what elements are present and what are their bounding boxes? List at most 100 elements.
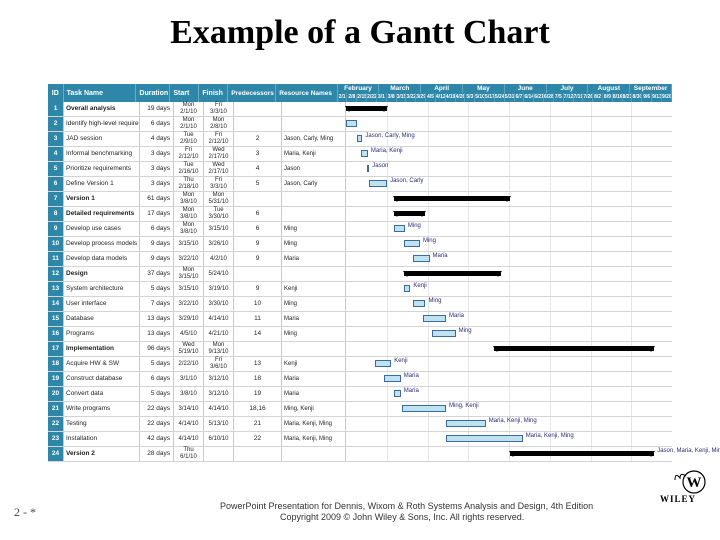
table-row: 4Informal benchmarking3 daysFri2/12/10We… xyxy=(48,147,672,162)
col-dur: Duration xyxy=(136,84,170,102)
row-id: 12 xyxy=(48,267,64,281)
row-duration: 17 days xyxy=(140,207,174,221)
week-label: 9/20 xyxy=(662,93,672,102)
task-bar xyxy=(402,405,446,412)
month-label: May xyxy=(463,84,505,93)
row-id: 19 xyxy=(48,372,64,386)
row-finish: 4/21/10 xyxy=(204,327,234,341)
table-row: 8Detailed requirements17 daysMon3/8/10Tu… xyxy=(48,207,672,222)
row-task: Acquire HW & SW xyxy=(64,357,140,371)
row-duration: 7 days xyxy=(140,297,174,311)
row-start: 4/14/10 xyxy=(174,417,204,431)
wiley-logo: W WILEY xyxy=(650,468,706,504)
row-resource: Maria xyxy=(282,387,346,401)
slide-title: Example of a Gantt Chart xyxy=(0,14,720,52)
task-bar xyxy=(404,240,420,247)
row-task: Prioritize requirements xyxy=(64,162,140,176)
row-finish: Fri3/3/10 xyxy=(204,102,234,116)
row-task: Programs xyxy=(64,327,140,341)
row-predecessor: 4 xyxy=(234,162,282,176)
bar-label: Ming, Kenji xyxy=(449,403,479,409)
row-predecessor: 9 xyxy=(234,237,282,251)
row-resource: Jason, Carly, Ming xyxy=(282,132,346,146)
row-bar-area: Jason, Carly xyxy=(346,177,672,191)
row-finish: 3/12/10 xyxy=(204,387,234,401)
row-id: 5 xyxy=(48,162,64,176)
row-start: Thu6/1/10 xyxy=(174,447,204,461)
row-duration: 22 days xyxy=(140,402,174,416)
row-finish: 3/15/10 xyxy=(204,222,234,236)
row-id: 22 xyxy=(48,417,64,431)
row-id: 21 xyxy=(48,402,64,416)
bar-label: Ming xyxy=(423,238,436,244)
row-finish: Fri2/12/10 xyxy=(204,132,234,146)
bar-label: Maria, Kenji, Ming xyxy=(526,433,574,439)
table-row: 3JAD session4 daysTue2/9/10Fri2/12/102Ja… xyxy=(48,132,672,147)
bar-label: Maria xyxy=(433,253,448,259)
task-bar xyxy=(394,390,401,397)
footer-text: PowerPoint Presentation for Dennis, Wixo… xyxy=(220,501,640,524)
week-label: 9/6 xyxy=(642,93,652,102)
table-row: 2Identify high-level requirements6 daysM… xyxy=(48,117,672,132)
task-bar xyxy=(413,300,425,307)
task-bar xyxy=(413,255,429,262)
summary-bar xyxy=(394,196,510,201)
row-task: Installation xyxy=(64,432,140,446)
gantt-chart: ID Task Name Duration Start Finish Prede… xyxy=(48,84,672,464)
row-resource: Ming xyxy=(282,222,346,236)
row-id: 18 xyxy=(48,357,64,371)
table-row: 24Version 228 daysThu6/1/10Jason, Maria,… xyxy=(48,447,672,462)
row-duration: 96 days xyxy=(140,342,174,356)
row-duration: 61 days xyxy=(140,192,174,206)
row-predecessor: 9 xyxy=(234,252,282,266)
gantt-body: 1Overall analysis19 daysMon2/1/10Fri3/3/… xyxy=(48,102,672,462)
row-resource: Ming xyxy=(282,297,346,311)
row-duration: 5 days xyxy=(140,387,174,401)
row-predecessor: 6 xyxy=(234,207,282,221)
week-label: 8/2 xyxy=(593,93,603,102)
footer-line2: Copyright 2009 © John Wiley & Sons, Inc.… xyxy=(220,512,524,522)
row-finish: 4/14/10 xyxy=(204,402,234,416)
row-id: 11 xyxy=(48,252,64,266)
row-task: JAD session xyxy=(64,132,140,146)
row-predecessor xyxy=(234,447,282,461)
bar-label: Jason xyxy=(372,163,388,169)
row-bar-area: Jason, Carly, Ming xyxy=(346,132,672,146)
row-bar-area: Maria, Kenji, Ming xyxy=(346,417,672,431)
task-bar xyxy=(367,165,370,172)
row-start: 3/8/10 xyxy=(174,387,204,401)
row-start: Tue2/9/10 xyxy=(174,132,204,146)
row-duration: 37 days xyxy=(140,267,174,281)
row-predecessor: 19 xyxy=(234,387,282,401)
row-duration: 6 days xyxy=(140,372,174,386)
row-predecessor: 22 xyxy=(234,432,282,446)
row-task: Informal benchmarking xyxy=(64,147,140,161)
row-bar-area: Jason xyxy=(346,162,672,176)
row-id: 6 xyxy=(48,177,64,191)
row-task: Implementation xyxy=(64,342,140,356)
week-label: 8/23 xyxy=(623,93,633,102)
row-bar-area: Maria xyxy=(346,252,672,266)
row-predecessor: 18,16 xyxy=(234,402,282,416)
row-predecessor: 21 xyxy=(234,417,282,431)
row-duration: 22 days xyxy=(140,417,174,431)
row-bar-area: Kenji xyxy=(346,357,672,371)
task-bar xyxy=(384,375,400,382)
row-id: 7 xyxy=(48,192,64,206)
task-bar xyxy=(446,435,523,442)
task-bar xyxy=(346,120,357,127)
week-label: 6/28 xyxy=(544,93,554,102)
task-bar xyxy=(357,135,362,142)
svg-text:W: W xyxy=(687,475,702,491)
row-id: 2 xyxy=(48,117,64,131)
row-finish: 6/10/10 xyxy=(204,432,234,446)
bar-label: Jason, Carly, Ming xyxy=(365,133,414,139)
bar-label: Maria xyxy=(404,373,419,379)
month-label: March xyxy=(379,84,421,93)
row-task: System architecture xyxy=(64,282,140,296)
row-finish: 5/13/10 xyxy=(204,417,234,431)
table-row: 16Programs13 days4/5/104/21/1014MingMing xyxy=(48,327,672,342)
week-label: 3/1 xyxy=(377,93,387,102)
row-task: Database xyxy=(64,312,140,326)
week-label: 5/10 xyxy=(475,93,485,102)
